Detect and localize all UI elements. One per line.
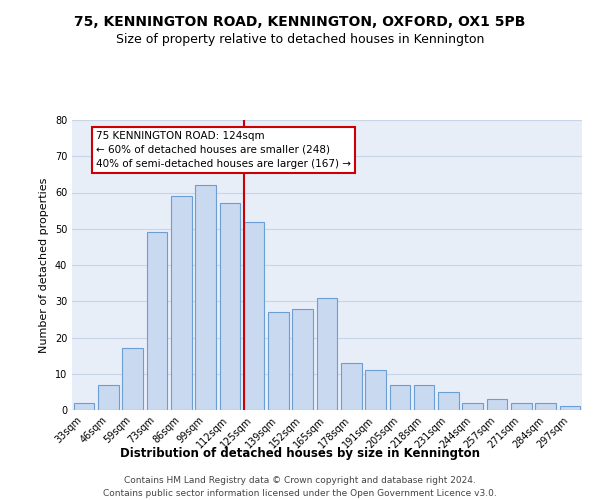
Text: Contains HM Land Registry data © Crown copyright and database right 2024.: Contains HM Land Registry data © Crown c… [124,476,476,485]
Bar [171,196,191,410]
Bar [220,204,240,410]
Text: Contains public sector information licensed under the Open Government Licence v3: Contains public sector information licen… [103,489,497,498]
Y-axis label: Number of detached properties: Number of detached properties [39,178,49,352]
Bar [365,370,386,410]
Bar [511,403,532,410]
Bar [414,384,434,410]
Text: 75 KENNINGTON ROAD: 124sqm
← 60% of detached houses are smaller (248)
40% of sem: 75 KENNINGTON ROAD: 124sqm ← 60% of deta… [96,131,351,169]
Bar [146,232,167,410]
Bar [438,392,459,410]
Bar [268,312,289,410]
Bar [463,403,483,410]
Bar [560,406,580,410]
Text: Size of property relative to detached houses in Kennington: Size of property relative to detached ho… [116,32,484,46]
Bar [389,384,410,410]
Text: Distribution of detached houses by size in Kennington: Distribution of detached houses by size … [120,448,480,460]
Bar [195,185,216,410]
Bar [292,308,313,410]
Bar [487,399,508,410]
Bar [122,348,143,410]
Bar [535,403,556,410]
Bar [244,222,265,410]
Bar [317,298,337,410]
Bar [74,403,94,410]
Bar [98,384,119,410]
Text: 75, KENNINGTON ROAD, KENNINGTON, OXFORD, OX1 5PB: 75, KENNINGTON ROAD, KENNINGTON, OXFORD,… [74,15,526,29]
Bar [341,363,362,410]
